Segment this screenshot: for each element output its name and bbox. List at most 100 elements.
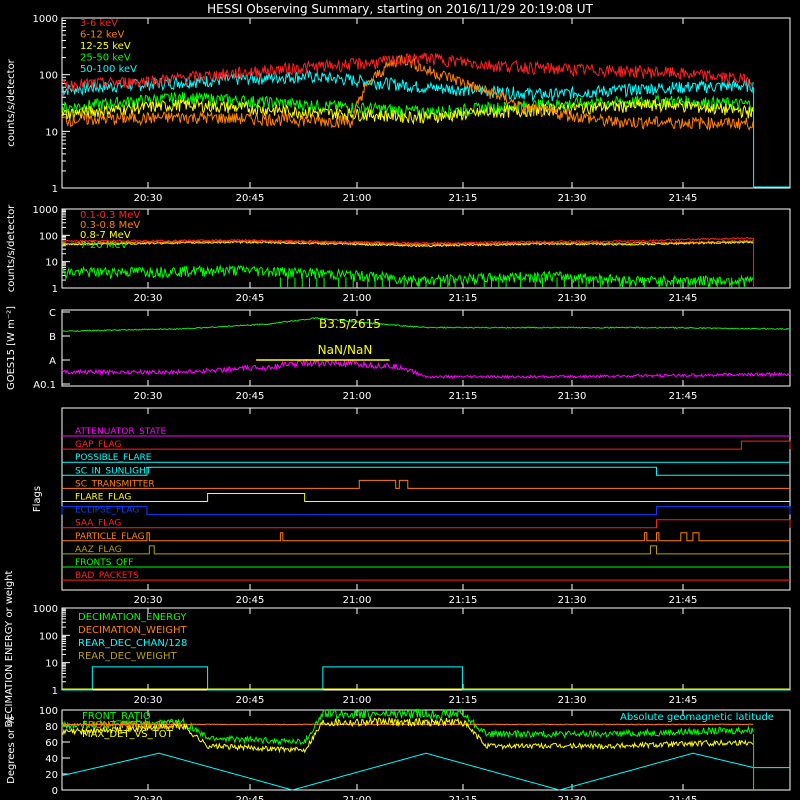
series-goes-1 [61, 358, 791, 380]
y-tick-label: 100 [39, 71, 58, 82]
x-tick-label: 21:45 [669, 293, 698, 304]
x-tick-label: 21:00 [343, 795, 372, 800]
y-tick-label: 10 [45, 258, 58, 269]
legend-entry: FRONT_RATIO [82, 711, 151, 722]
x-tick-label: 21:30 [558, 795, 587, 800]
x-tick-label: 20:45 [236, 795, 265, 800]
flag-label: PARTICLE_FLAG [75, 532, 145, 542]
legend-entry: REAR_DEC_WEIGHT [78, 651, 177, 662]
panel-frame-3 [61, 309, 791, 387]
series-0.3-0.8-mev [61, 239, 754, 246]
y-axis-label: DECIMATION ENERGY or weight [4, 570, 15, 727]
series-12-25-kev [61, 97, 754, 126]
flag-line-particle-flag [62, 532, 790, 542]
x-tick-label: 20:45 [236, 695, 265, 706]
legend-entry: MAX_DET_VS_TOT [82, 729, 174, 740]
x-tick-label: 21:30 [558, 391, 587, 402]
x-tick-label: 20:45 [236, 293, 265, 304]
x-tick-label: 21:00 [343, 293, 372, 304]
geomag-label: Absolute geomagnetic latitude [620, 712, 774, 723]
flag-label: SAA_FLAG [75, 519, 121, 529]
x-tick-label: 21:30 [558, 193, 587, 204]
flag-line-flare-flag [62, 493, 790, 502]
legend-entry: 0.3-0.8 MeV [80, 220, 140, 231]
flag-label: GAP_FLAG [75, 440, 121, 450]
y-tick-label: 0 [52, 786, 58, 797]
y-tick-label: A0.1 [33, 380, 56, 391]
x-tick-label: 21:15 [449, 795, 478, 800]
series-goes-0 [61, 316, 791, 332]
y-tick-label: 1000 [33, 14, 58, 25]
x-tick-label: 21:00 [343, 193, 372, 204]
x-tick-label: 20:30 [134, 795, 163, 800]
y-tick-label: A [49, 356, 56, 367]
flag-line-saa-flag [62, 519, 791, 529]
series-p6-2 [61, 716, 754, 754]
goes-annotation: B3.5/2615 [319, 317, 381, 331]
x-tick-label: 20:30 [134, 391, 163, 402]
legend-entry: 6-12 keV [80, 30, 124, 41]
legend-entry: REAR_DEC_CHAN/128 [78, 638, 187, 649]
x-tick-label: 21:45 [669, 595, 698, 606]
series-0.1-0.3-mev [61, 236, 754, 245]
flag-label: SC_TRANSMITTER [75, 479, 155, 489]
flag-line-eclipse-flag [61, 506, 791, 516]
x-tick-label: 21:45 [669, 193, 698, 204]
flag-line-gap-flag [62, 440, 791, 450]
y-axis-label: counts/s/detector [6, 204, 17, 292]
flag-line-sc-transmitter [62, 479, 790, 489]
series-p6-3 [61, 752, 790, 791]
x-tick-label: 20:45 [236, 595, 265, 606]
panel-frame-4 [61, 407, 791, 591]
y-tick-label: 80 [45, 722, 58, 733]
x-tick-label: 21:45 [669, 391, 698, 402]
flag-label: POSSIBLE_FLARE [75, 453, 152, 463]
y-tick-label: 1000 [33, 604, 58, 615]
y-tick-label: 40 [45, 754, 58, 765]
x-tick-label: 20:30 [134, 293, 163, 304]
y-axis-label: GOES15 [W m⁻²] [6, 306, 17, 390]
legend-entry: DECIMATION_ENERGY [78, 612, 187, 623]
flag-label: AAZ_FLAG [75, 545, 122, 555]
x-tick-label: 21:30 [558, 595, 587, 606]
x-tick-label: 21:15 [449, 293, 478, 304]
legend-entry: 50-100 keV [80, 64, 137, 75]
y-axis-label: Flags [32, 486, 43, 512]
panel-frame-6 [61, 709, 791, 791]
y-tick-label: 10 [45, 659, 58, 670]
x-tick-label: 21:00 [343, 595, 372, 606]
x-tick-label: 21:15 [449, 695, 478, 706]
y-tick-label: 1 [52, 184, 58, 195]
flag-label: FRONTS_OFF [75, 558, 133, 568]
panel-frame-5 [61, 607, 791, 691]
flag-label: SC_IN_SUNLIGHT [75, 466, 152, 476]
x-tick-label: 21:15 [449, 193, 478, 204]
x-tick-label: 21:45 [669, 695, 698, 706]
y-tick-label: 10 [45, 127, 58, 138]
legend-entry: FRONT_RATIO_1225 [82, 720, 181, 731]
x-tick-label: 21:30 [558, 695, 587, 706]
x-tick-label: 20:30 [134, 193, 163, 204]
x-tick-label: 20:45 [236, 391, 265, 402]
panel-frame-1 [61, 17, 791, 189]
x-tick-label: 21:45 [669, 795, 698, 800]
y-tick-label: C [49, 308, 56, 319]
flag-line-sc-in-sunlight [62, 466, 790, 476]
x-tick-label: 20:30 [134, 695, 163, 706]
x-tick-label: 20:30 [134, 595, 163, 606]
flag-line-aaz-flag [62, 545, 790, 555]
y-tick-label: 100 [39, 631, 58, 642]
legend-entry: 25-50 keV [80, 53, 131, 64]
legend-entry: DECIMATION_WEIGHT [78, 625, 187, 636]
x-tick-label: 20:45 [236, 193, 265, 204]
series-0.8-7-mev [61, 240, 754, 248]
legend-entry: 12-25 keV [80, 41, 131, 52]
x-tick-label: 21:15 [449, 391, 478, 402]
series-3-6-kev [61, 52, 754, 93]
series-rear-dec-chan [62, 666, 790, 691]
y-axis-label: counts/s/detector [6, 58, 17, 146]
flag-label: ATTENUATOR_STATE [75, 427, 167, 437]
y-tick-label: 1000 [33, 205, 58, 216]
series-50-100-kev [61, 69, 754, 102]
